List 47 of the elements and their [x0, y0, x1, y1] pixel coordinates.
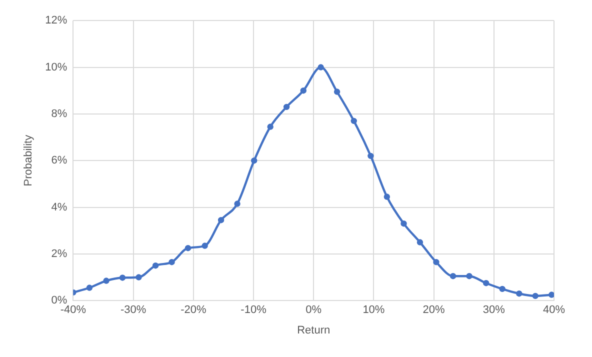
point	[466, 273, 472, 280]
point	[384, 194, 390, 200]
point	[300, 88, 306, 94]
y-tick-label: 6%	[51, 154, 68, 167]
point	[416, 239, 424, 246]
x-tick-label: -10%	[240, 304, 267, 316]
point	[318, 64, 324, 70]
point	[482, 280, 490, 286]
point	[103, 278, 110, 284]
point	[234, 200, 240, 207]
point	[532, 292, 538, 300]
point	[334, 88, 340, 95]
point	[136, 274, 142, 280]
x-tick-label: 30%	[482, 304, 506, 316]
y-tick-label: 4%	[51, 201, 68, 214]
point	[251, 158, 258, 164]
point	[368, 152, 374, 160]
point	[152, 262, 159, 269]
y-tick-label: 0%	[51, 294, 68, 307]
point	[202, 242, 208, 249]
point	[350, 118, 357, 124]
point	[433, 259, 440, 266]
x-tick-label: -20%	[180, 304, 206, 316]
point	[218, 217, 224, 224]
point	[283, 104, 290, 110]
x-tick-label: 10%	[362, 304, 385, 316]
y-tick-label: 2%	[51, 248, 68, 260]
point	[499, 286, 506, 292]
point	[168, 259, 175, 266]
point	[86, 284, 93, 291]
x-tick-label: -30%	[120, 304, 146, 316]
x-tick-label: 20%	[422, 304, 446, 316]
point	[267, 124, 274, 130]
y-tick-label: 12%	[45, 14, 68, 27]
point	[184, 245, 192, 252]
point	[119, 274, 126, 281]
y-tick-label: 8%	[51, 108, 68, 120]
y-tick-label: 10%	[45, 61, 68, 74]
x-axis-title: Return	[297, 324, 330, 336]
point	[548, 292, 554, 298]
point	[450, 273, 456, 280]
y-axis-title: Probability	[22, 134, 35, 186]
point	[400, 220, 407, 227]
x-tick-label: 0%	[306, 304, 322, 316]
x-tick-label: 40%	[542, 304, 566, 316]
point	[516, 290, 522, 297]
x-tick-label: -40%	[60, 304, 86, 316]
